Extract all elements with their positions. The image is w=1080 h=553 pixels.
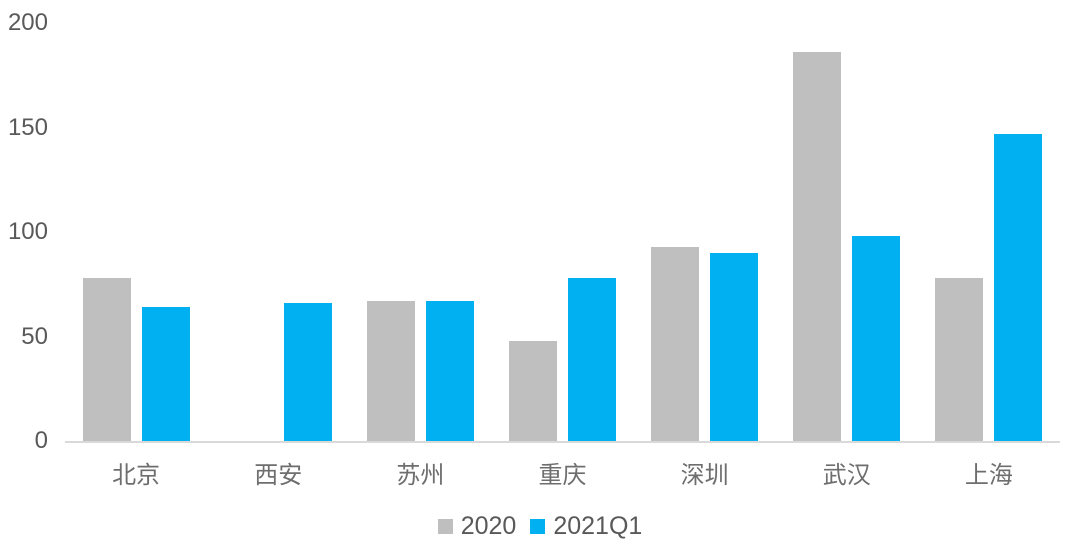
bar-2021q1 bbox=[852, 236, 901, 441]
bar-2021q1 bbox=[141, 307, 190, 441]
y-tick-label: 150 bbox=[7, 113, 48, 141]
y-tick-label: 0 bbox=[34, 427, 48, 454]
bar-2020 bbox=[935, 277, 984, 441]
x-category-label: 西安 bbox=[254, 461, 303, 489]
x-category-label: 武汉 bbox=[822, 461, 871, 489]
bar-2021q1 bbox=[710, 252, 759, 441]
bar-2020 bbox=[366, 300, 415, 441]
bar-2020 bbox=[651, 246, 700, 441]
legend: 2020 2021Q1 bbox=[0, 514, 1080, 539]
bar-2021q1 bbox=[568, 277, 616, 441]
y-axis: 0 50 100 150 200 bbox=[0, 0, 50, 553]
legend-swatch-icon bbox=[530, 519, 546, 534]
y-tick-label: 50 bbox=[21, 322, 48, 350]
bar-2021q1 bbox=[994, 133, 1043, 441]
x-category-label: 重庆 bbox=[538, 461, 587, 489]
x-axis-line bbox=[65, 441, 1060, 443]
x-category-label: 北京 bbox=[112, 461, 161, 489]
x-category-label: 苏州 bbox=[396, 461, 445, 489]
bar-2021q1 bbox=[425, 300, 474, 441]
y-tick-label: 100 bbox=[7, 218, 48, 245]
bar-2021q1 bbox=[283, 303, 332, 441]
legend-label: 2020 bbox=[460, 512, 517, 540]
x-category-label: 深圳 bbox=[680, 461, 729, 489]
legend-item-2021q1: 2021Q1 bbox=[530, 514, 642, 539]
legend-swatch-icon bbox=[437, 519, 453, 534]
bar-2020 bbox=[509, 340, 557, 441]
plot-area bbox=[65, 0, 1060, 441]
legend-item-2020: 2020 bbox=[437, 512, 517, 540]
x-category-label: 上海 bbox=[964, 461, 1013, 489]
bar-2020 bbox=[793, 52, 842, 441]
bar-2020 bbox=[82, 277, 131, 441]
legend-label: 2021Q1 bbox=[553, 512, 643, 540]
y-tick-label: 200 bbox=[7, 9, 48, 36]
